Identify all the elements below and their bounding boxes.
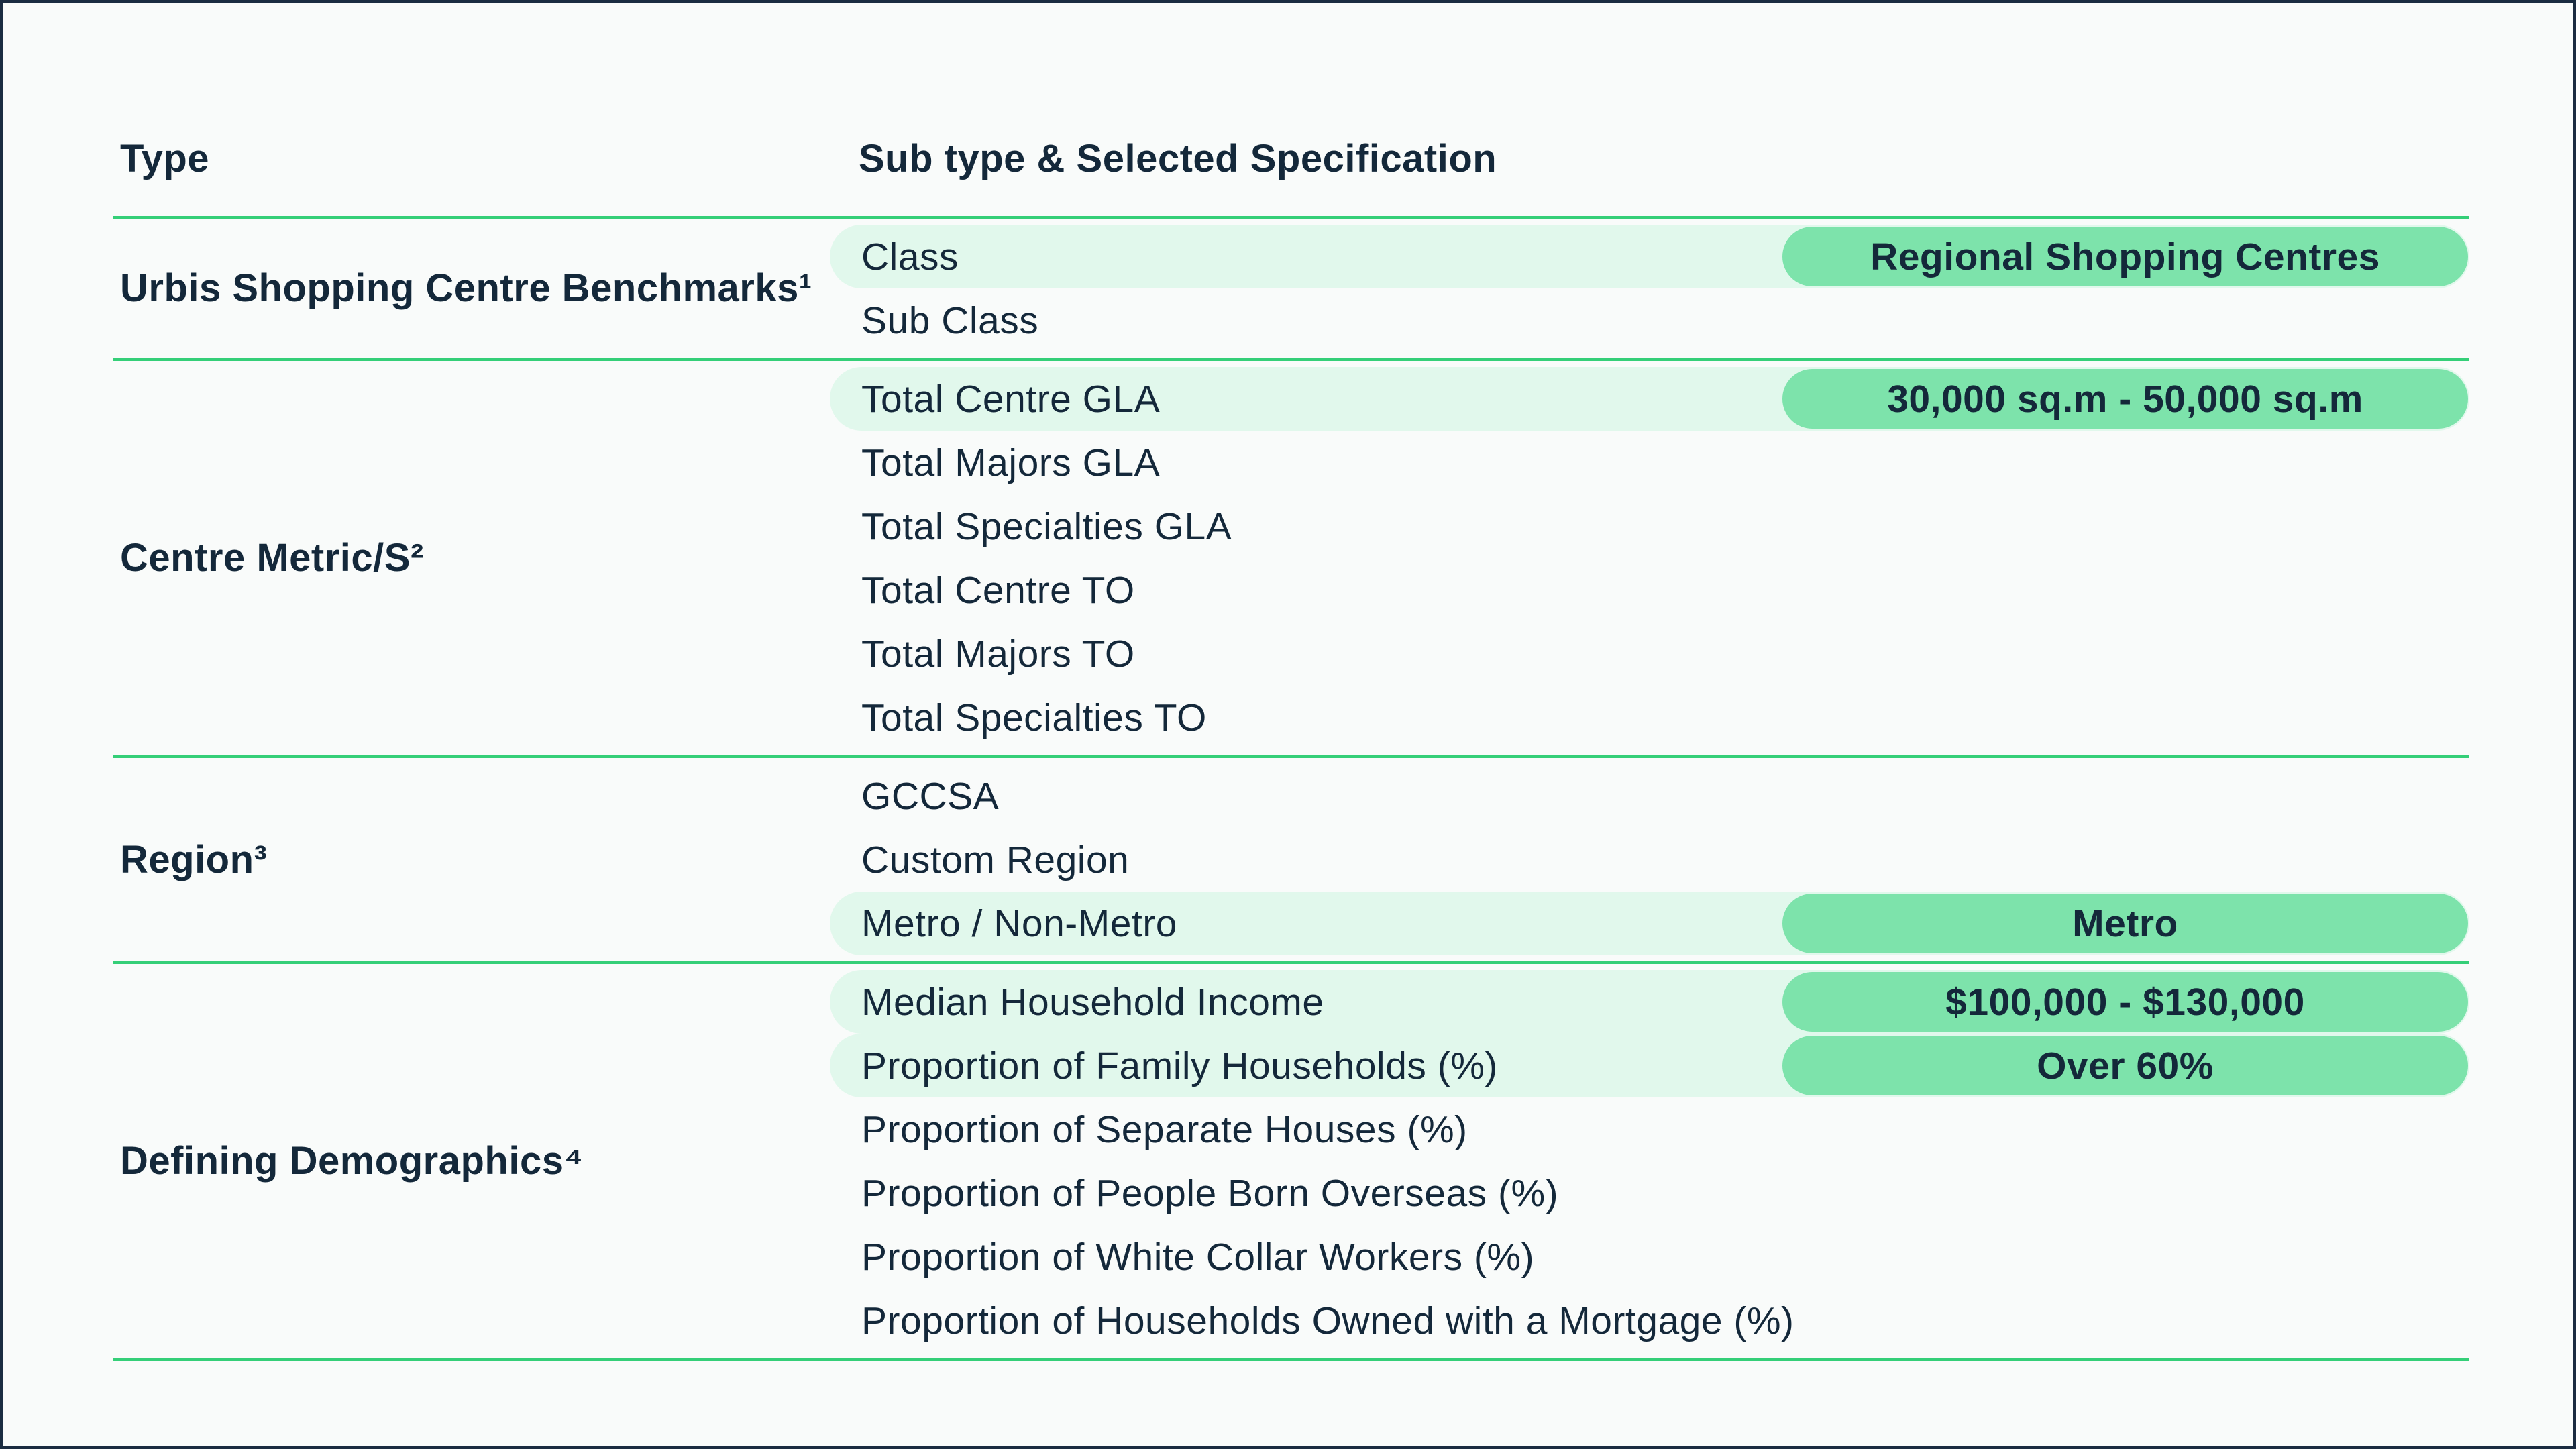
row-label: Metro / Non-Metro — [861, 902, 1177, 945]
section-label: Defining Demographics⁴ — [120, 1139, 584, 1183]
table-row: Total Majors TO — [830, 622, 2469, 686]
column-header-type: Type — [120, 137, 210, 180]
table-row: Sub Class — [830, 288, 2469, 352]
table-row: Metro / Non-Metro Metro — [830, 892, 2469, 955]
row-label: Proportion of Households Owned with a Mo… — [861, 1299, 1794, 1342]
section-label: Urbis Shopping Centre Benchmarks¹ — [120, 266, 812, 311]
section-rows: GCCSA Custom Region Metro / Non-Metro Me… — [830, 764, 2469, 955]
section-rows: Median Household Income $100,000 - $130,… — [830, 970, 2469, 1352]
column-header-subtype: Sub type & Selected Specification — [859, 137, 1497, 180]
table-section: Defining Demographics⁴ Median Household … — [113, 964, 2469, 1361]
benchmarks-table: Type Sub type & Selected Specification U… — [113, 136, 2469, 1361]
pill-label: Over 60% — [2037, 1044, 2214, 1087]
table-section: Centre Metric/S² Total Centre GLA 30,000… — [113, 361, 2469, 758]
selected-value-pill: $100,000 - $130,000 — [1782, 972, 2468, 1032]
table-row: Total Centre TO — [830, 558, 2469, 622]
table-row: Proportion of People Born Overseas (%) — [830, 1161, 2469, 1225]
table-row: Class Regional Shopping Centres — [830, 225, 2469, 288]
table-row: Median Household Income $100,000 - $130,… — [830, 970, 2469, 1034]
selected-value-pill: 30,000 sq.m - 50,000 sq.m — [1782, 369, 2468, 429]
row-label: Median Household Income — [861, 980, 1324, 1024]
table-section: Urbis Shopping Centre Benchmarks¹ Class … — [113, 219, 2469, 361]
table-row: Total Centre GLA 30,000 sq.m - 50,000 sq… — [830, 367, 2469, 431]
table-row: Total Specialties TO — [830, 686, 2469, 749]
table-row: Custom Region — [830, 828, 2469, 892]
row-label: Total Centre TO — [861, 568, 1135, 612]
pill-label: $100,000 - $130,000 — [1945, 980, 2305, 1024]
table-row: Proportion of Separate Houses (%) — [830, 1097, 2469, 1161]
table-body: Urbis Shopping Centre Benchmarks¹ Class … — [113, 219, 2469, 1361]
table-row: Proportion of Family Households (%) Over… — [830, 1034, 2469, 1097]
row-label: Sub Class — [861, 299, 1039, 342]
table-row: Proportion of Households Owned with a Mo… — [830, 1289, 2469, 1352]
selected-value-pill: Over 60% — [1782, 1036, 2468, 1095]
row-label: Total Centre GLA — [861, 377, 1161, 421]
row-label: Total Specialties TO — [861, 696, 1207, 739]
table-section: Region³ GCCSA Custom Region Metro / Non-… — [113, 758, 2469, 964]
row-label: Class — [861, 235, 959, 278]
row-label: Proportion of White Collar Workers (%) — [861, 1235, 1535, 1279]
row-label: Custom Region — [861, 838, 1130, 881]
row-label: Total Specialties GLA — [861, 504, 1232, 548]
table-row: Proportion of White Collar Workers (%) — [830, 1225, 2469, 1289]
row-label: Total Majors TO — [861, 632, 1135, 676]
table-row: Total Majors GLA — [830, 431, 2469, 494]
row-label: Proportion of Separate Houses (%) — [861, 1108, 1468, 1151]
table-header: Type Sub type & Selected Specification — [113, 136, 2469, 219]
table-row: Total Specialties GLA — [830, 494, 2469, 558]
section-label: Centre Metric/S² — [120, 536, 424, 580]
pill-label: Metro — [2072, 902, 2178, 945]
selected-value-pill: Regional Shopping Centres — [1782, 227, 2468, 286]
pill-label: Regional Shopping Centres — [1870, 235, 2380, 278]
row-label: Total Majors GLA — [861, 441, 1161, 484]
section-rows: Total Centre GLA 30,000 sq.m - 50,000 sq… — [830, 367, 2469, 749]
pill-label: 30,000 sq.m - 50,000 sq.m — [1887, 377, 2363, 421]
selected-value-pill: Metro — [1782, 894, 2468, 953]
row-label: Proportion of Family Households (%) — [861, 1044, 1498, 1087]
row-label: GCCSA — [861, 774, 1000, 818]
table-row: GCCSA — [830, 764, 2469, 828]
section-label: Region³ — [120, 837, 268, 881]
row-label: Proportion of People Born Overseas (%) — [861, 1171, 1559, 1215]
section-rows: Class Regional Shopping Centres Sub Clas… — [830, 225, 2469, 352]
